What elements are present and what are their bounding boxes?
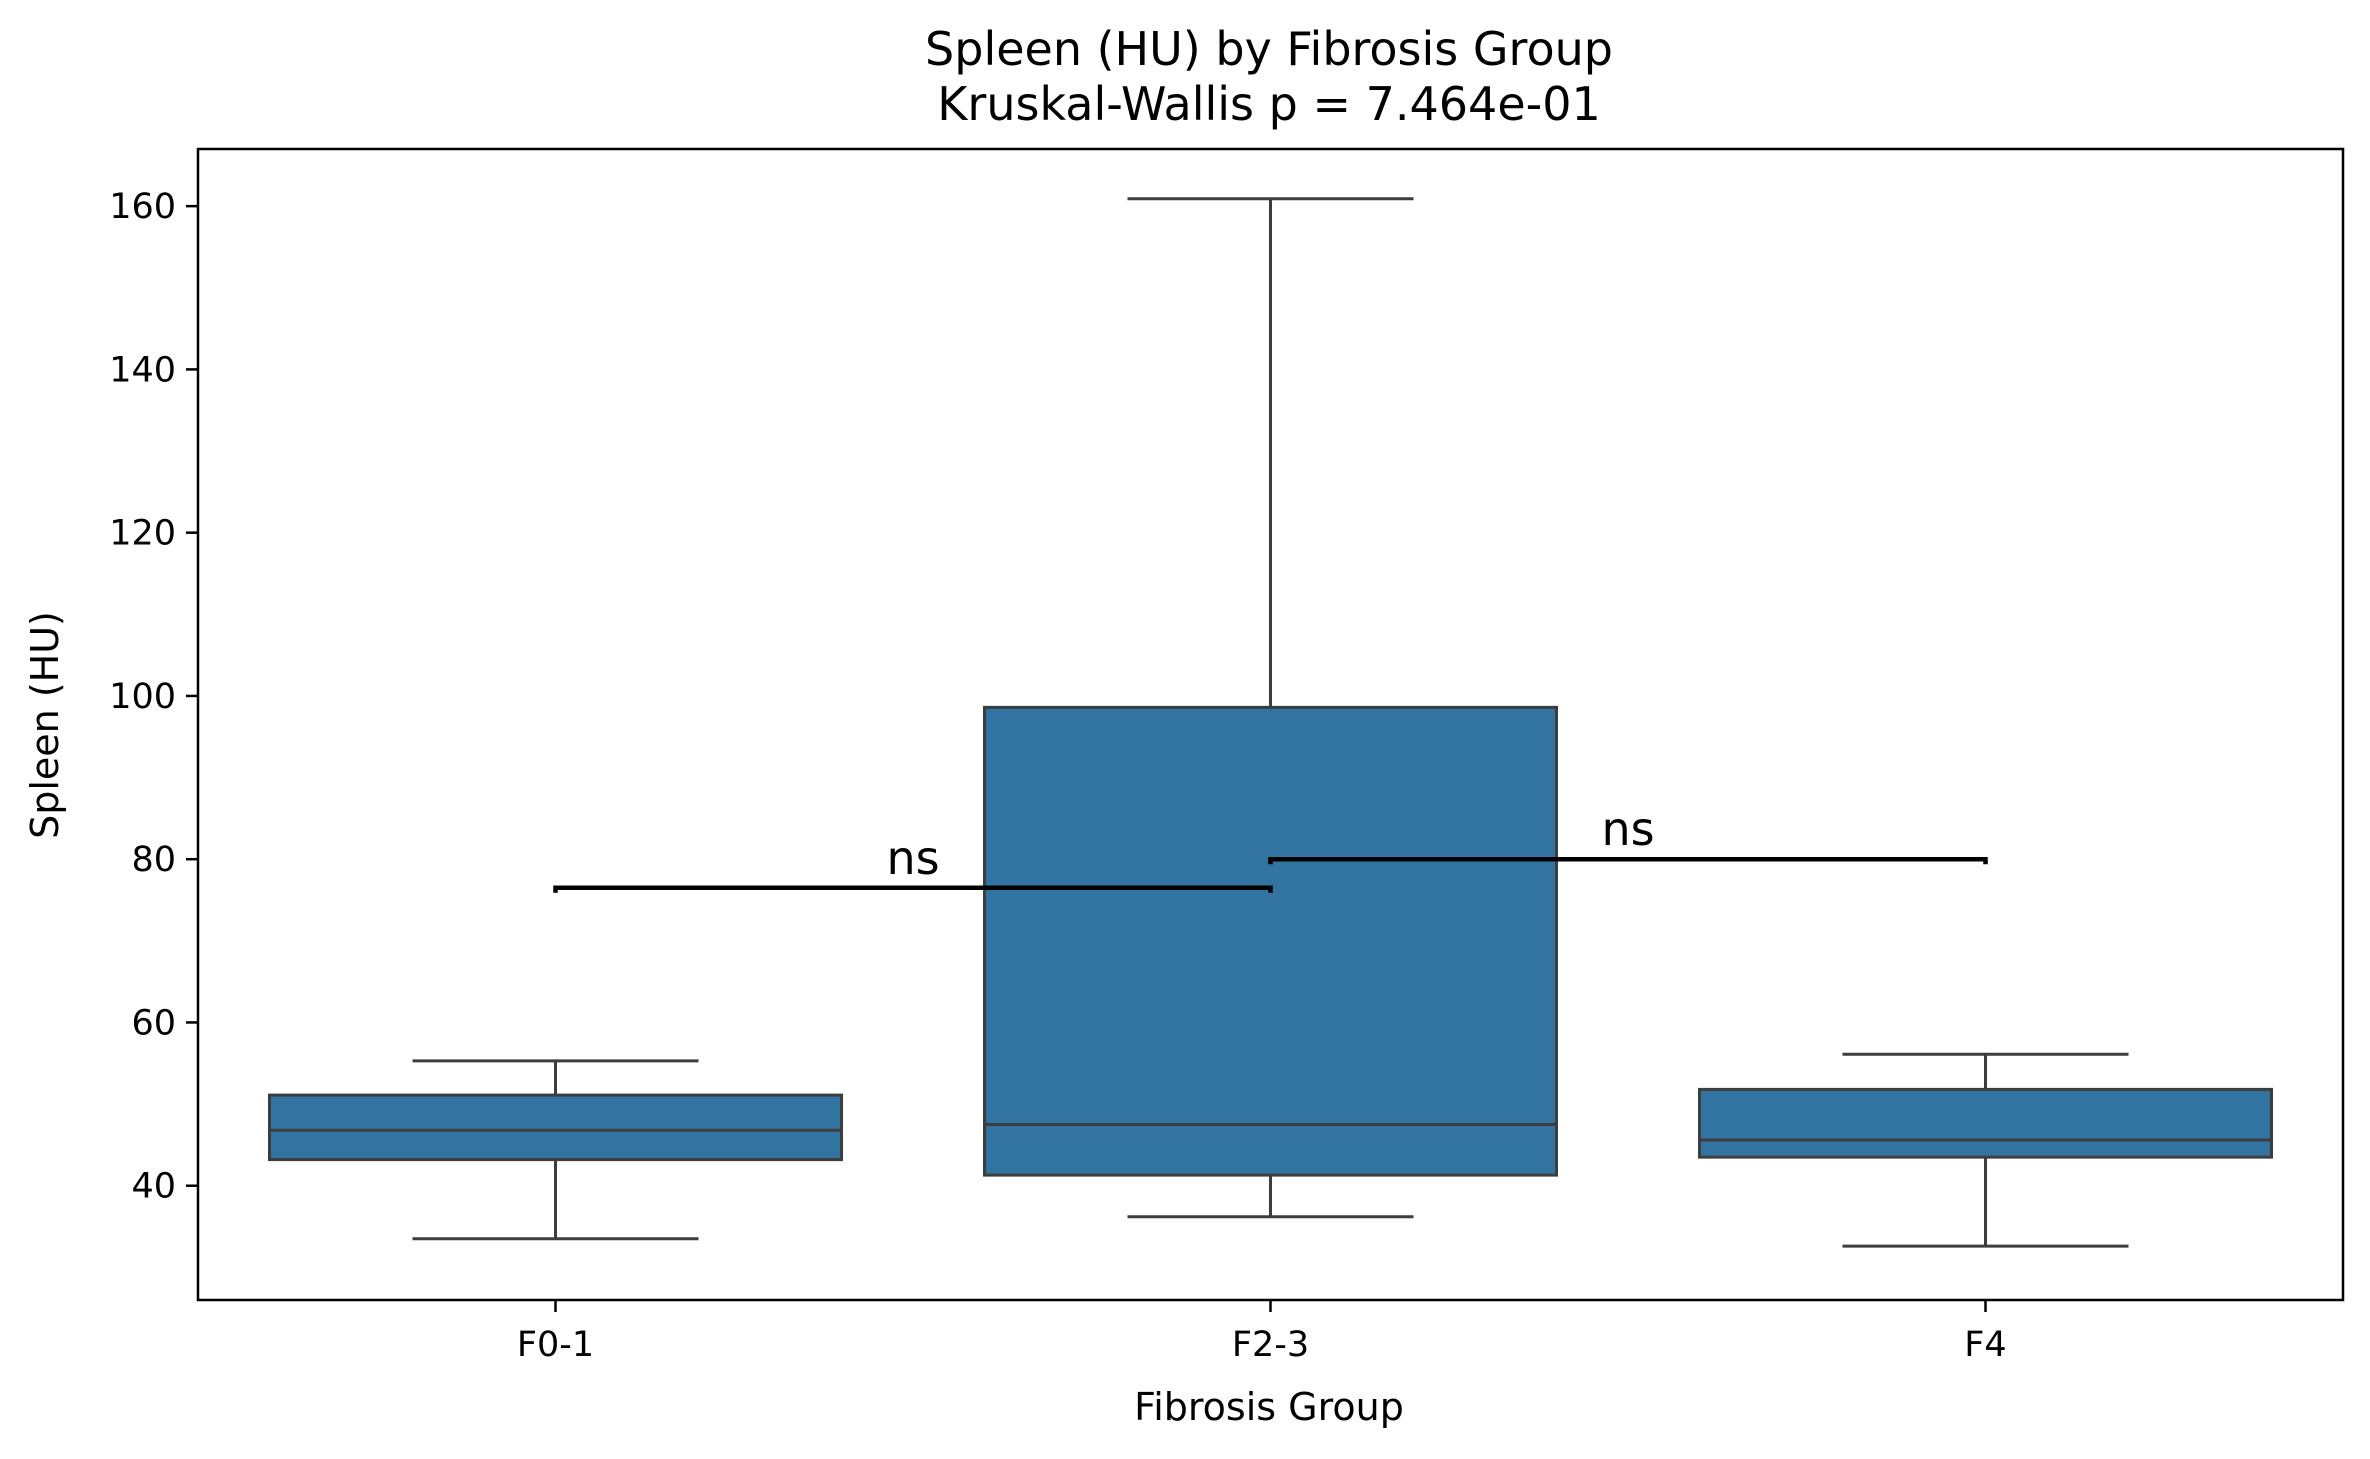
significance-bracket-2: ns: [1268, 802, 1988, 865]
box-iqr: [1698, 1087, 2273, 1159]
y-tick-label-160: 160: [109, 187, 176, 227]
y-tick-label-60: 60: [131, 1003, 176, 1043]
x-tick-label-F2-3: F2-3: [1232, 1325, 1309, 1365]
bracket-line: [1268, 856, 1988, 865]
y-tick-label-120: 120: [109, 514, 176, 554]
chart-subtitle: Kruskal-Wallis p = 7.464e-01: [937, 77, 1601, 131]
x-axis-label: Fibrosis Group: [1134, 1385, 1404, 1429]
significance-label: ns: [1601, 802, 1654, 856]
bracket-line: [553, 885, 1273, 893]
y-tick-label-40: 40: [131, 1167, 176, 1207]
box-F4: [1698, 1052, 2273, 1248]
chart-title: Spleen (HU) by Fibrosis Group: [925, 22, 1613, 76]
box-iqr: [268, 1093, 843, 1162]
box-iqr: [983, 705, 1558, 1177]
significance-bracket-1: ns: [553, 831, 1273, 893]
axes: 40 60 80 100 120 140 160 F0-1 F2-3 F4: [109, 187, 2007, 1365]
x-tick-label-F4: F4: [1964, 1325, 2006, 1365]
y-tick-label-140: 140: [109, 350, 176, 390]
x-tick-label-F0-1: F0-1: [517, 1325, 594, 1365]
y-tick-label-80: 80: [131, 840, 176, 880]
box-F2-3: [983, 197, 1558, 1219]
significance-label: ns: [886, 831, 939, 885]
y-tick-label-100: 100: [109, 677, 176, 717]
box-F0-1: [268, 1059, 843, 1241]
y-axis-label: Spleen (HU): [23, 611, 67, 839]
plot-area: ns ns: [268, 197, 2273, 1248]
